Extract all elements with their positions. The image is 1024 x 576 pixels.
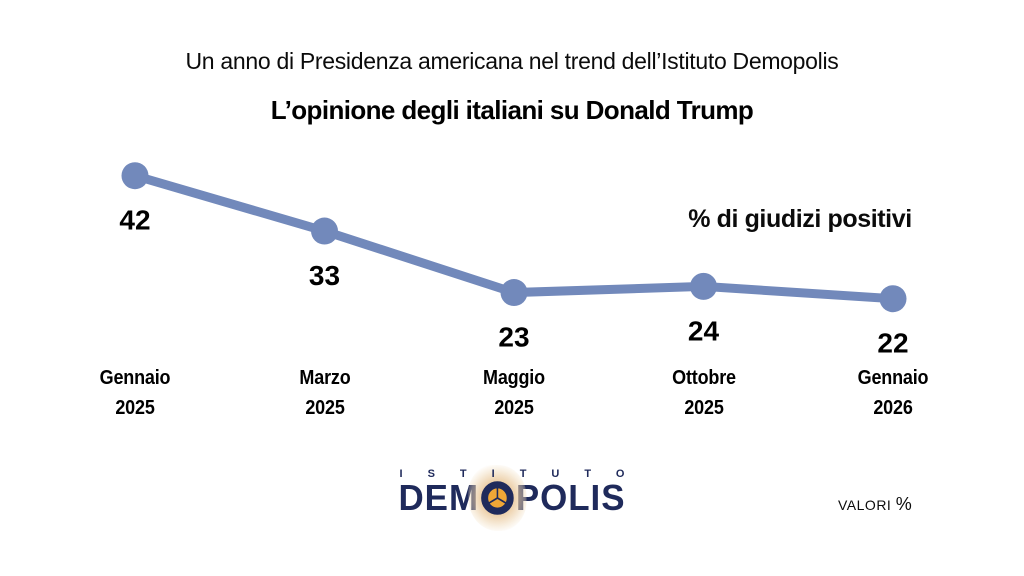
demopolis-logo: ISTITUTO DEM POLIS [395,465,629,531]
x-tick-line: Maggio [483,367,545,389]
x-tick-line: 2026 [873,397,913,419]
logo-o-glyph [481,481,514,515]
data-point-label: 33 [309,260,340,291]
x-tick-line: 2025 [304,397,345,419]
x-tick-line: 2025 [494,397,534,419]
data-point-label: 42 [119,205,150,236]
x-tick-line: Ottobre [671,367,736,389]
x-tick-line: 2025 [115,397,155,419]
data-point [121,162,149,190]
x-tick-line: Gennaio [99,367,171,389]
data-point-label: 22 [877,328,908,359]
data-point [500,279,528,307]
x-tick-line: Marzo [298,367,351,389]
logo-text-dem: DEM [398,477,480,518]
page-title: L’opinione degli italiani su Donald Trum… [270,95,754,125]
x-tick-line: 2025 [683,397,724,419]
supertitle: Un anno di Presidenza americana nel tren… [185,48,839,74]
series-label: % di giudizi positivi [688,205,912,233]
logo-text-polis: POLIS [515,477,626,518]
data-point [311,217,338,245]
x-tick-label: Ottobre 2025 [632,363,776,423]
x-tick-line: Gennaio [857,367,929,389]
valori-percent-symbol: % [895,494,912,514]
logo-compass-icon [468,465,527,531]
logo-demopolis-text: DEM POLIS [398,465,626,531]
data-point [690,272,717,300]
data-point-label: 23 [498,322,529,353]
x-tick-label: Marzo 2025 [253,363,397,423]
x-tick-label: Gennaio 2025 [63,363,207,423]
valori-label: VALORI [838,497,892,513]
logo-istituto-text: ISTITUTO [399,468,650,480]
x-tick-label: Gennaio 2026 [821,363,965,423]
x-tick-label: Maggio 2025 [442,363,586,423]
data-point [879,285,907,313]
data-point-label: 24 [688,315,720,346]
valori-note: VALORI % [838,494,912,515]
